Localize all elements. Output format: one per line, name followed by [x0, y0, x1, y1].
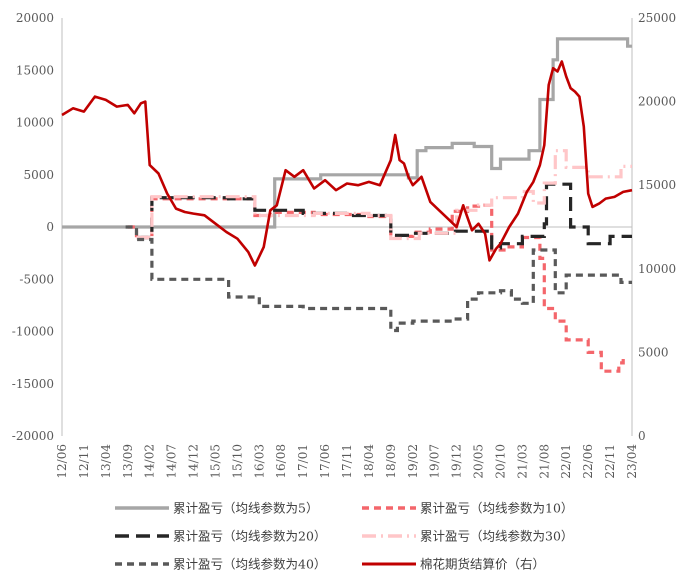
- left-tick-label: -5000: [19, 272, 54, 286]
- x-tick-label: 22/01: [559, 444, 573, 479]
- x-tick-label: 15/10: [230, 444, 244, 479]
- x-tick-label: 14/02: [143, 444, 157, 479]
- x-tick-label: 18/09: [384, 444, 398, 479]
- series-line-1: [127, 197, 625, 373]
- x-tick-label: 13/09: [121, 444, 135, 479]
- right-tick-label: 20000: [638, 95, 676, 109]
- x-tick-label: 22/11: [603, 444, 617, 479]
- legend-label: 累计盈亏（均线参数为40）: [173, 557, 326, 572]
- x-tick-label: 19/02: [406, 444, 420, 479]
- left-tick-label: 10000: [16, 116, 54, 130]
- series-line-0: [62, 37, 632, 229]
- legend-label: 累计盈亏（均线参数为30）: [420, 529, 573, 544]
- x-tick-label: 17/01: [296, 444, 310, 479]
- series-line-4: [125, 225, 632, 333]
- x-tick-label: 17/11: [340, 444, 354, 479]
- x-tick-label: 14/07: [165, 444, 179, 479]
- x-tick-label: 17/06: [318, 444, 332, 479]
- right-tick-label: 25000: [638, 11, 676, 25]
- x-tick-label: 22/06: [581, 444, 595, 479]
- right-tick-label: 0: [638, 429, 646, 443]
- left-tick-label: -10000: [12, 325, 54, 339]
- left-tick-label: 20000: [16, 11, 54, 25]
- right-tick-label: 15000: [638, 178, 676, 192]
- x-tick-label: 19/12: [450, 444, 464, 479]
- x-tick-label: 20/10: [493, 444, 507, 479]
- x-tick-label: 19/07: [428, 444, 442, 479]
- series-line-3: [136, 149, 632, 241]
- x-tick-label: 12/06: [55, 444, 69, 479]
- series-line-5: [61, 60, 633, 267]
- right-tick-label: 10000: [638, 262, 676, 276]
- left-tick-label: -20000: [12, 429, 54, 443]
- legend-label: 累计盈亏（均线参数为5）: [173, 501, 318, 516]
- x-tick-label: 18/04: [362, 444, 376, 479]
- x-tick-label: 23/04: [625, 444, 639, 479]
- right-tick-label: 5000: [638, 345, 669, 359]
- x-tick-label: 21/03: [515, 444, 529, 479]
- x-tick-label: 15/05: [208, 444, 222, 479]
- left-tick-label: 0: [46, 220, 54, 234]
- left-tick-label: 5000: [23, 168, 54, 182]
- left-tick-label: 15000: [16, 63, 54, 77]
- legend-label: 累计盈亏（均线参数为20）: [173, 529, 326, 544]
- legend-label: 棉花期货结算价（右）: [420, 557, 545, 572]
- x-tick-label: 14/12: [187, 444, 201, 479]
- series-line-2: [136, 182, 632, 250]
- x-tick-label: 16/08: [274, 444, 288, 479]
- x-tick-label: 16/03: [252, 444, 266, 479]
- x-tick-label: 13/04: [99, 444, 113, 479]
- x-tick-label: 12/11: [77, 444, 91, 479]
- legend-label: 累计盈亏（均线参数为10）: [420, 501, 573, 516]
- x-tick-label: 21/08: [537, 444, 551, 479]
- left-tick-label: -15000: [12, 377, 54, 391]
- x-tick-label: 20/05: [472, 444, 486, 479]
